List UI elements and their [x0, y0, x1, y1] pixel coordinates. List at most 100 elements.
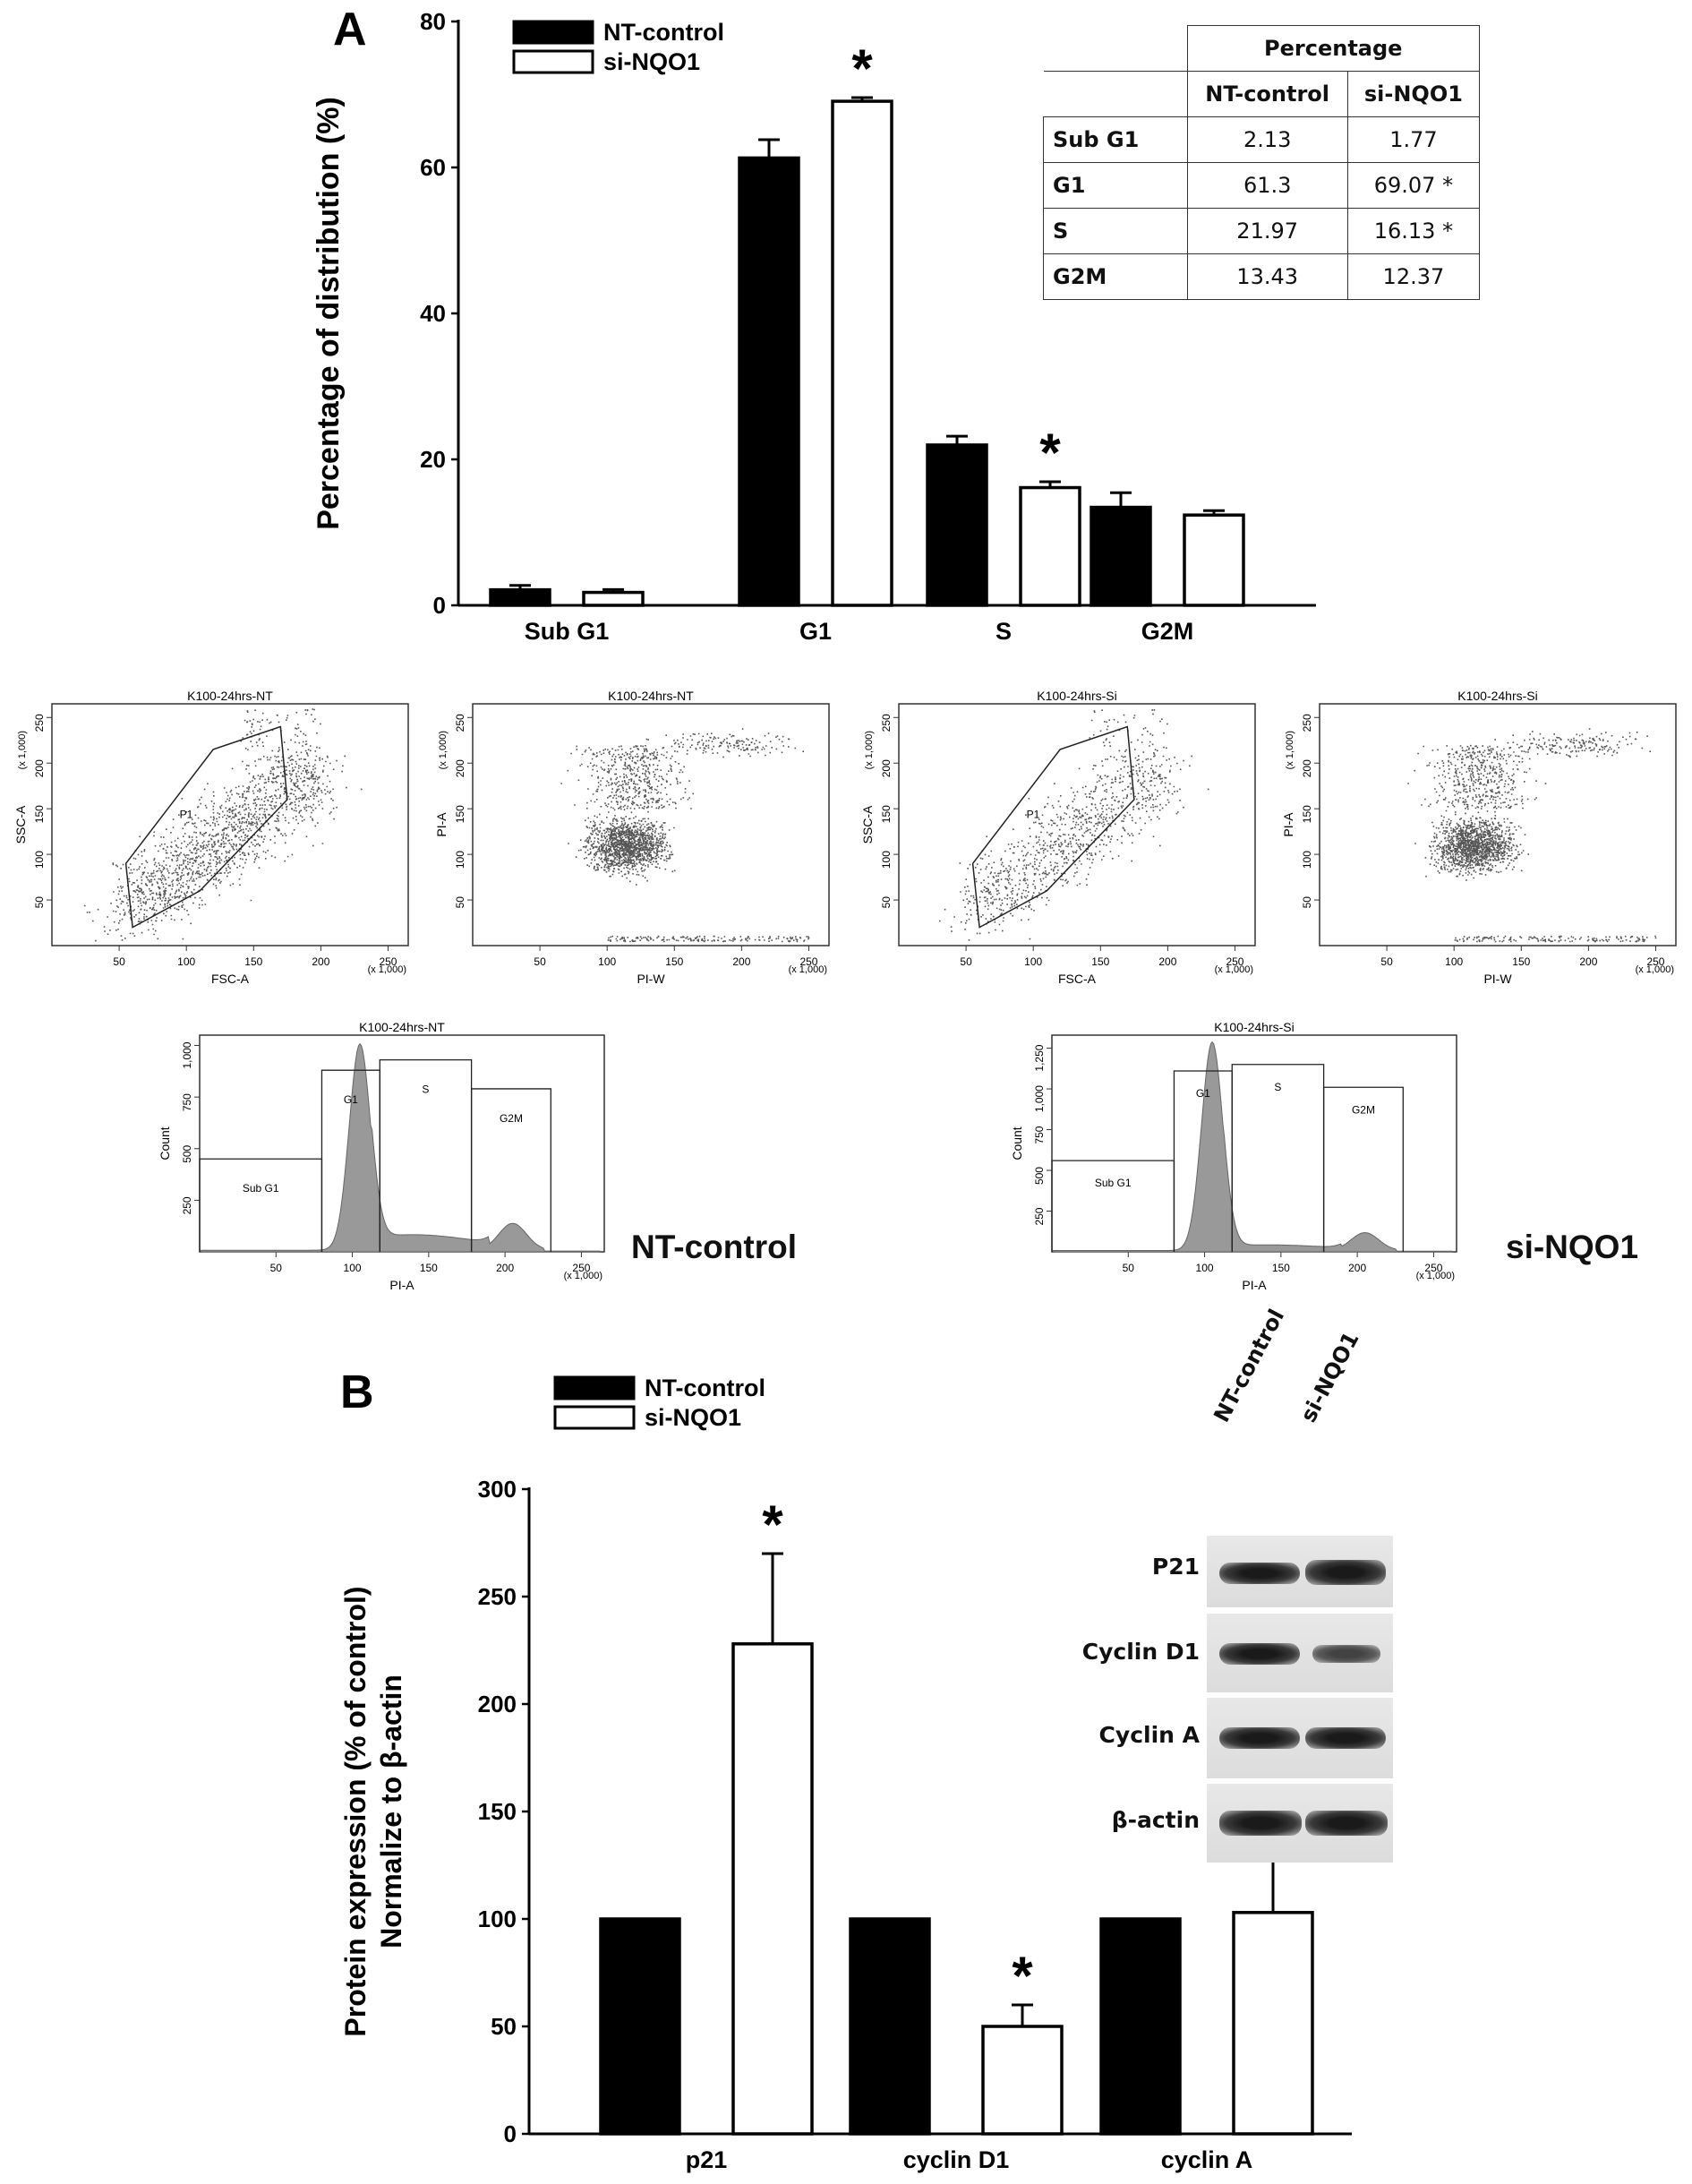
- y-axis-label: Protein expression (% of control) Normali…: [339, 1586, 407, 2036]
- y-axis-label: SSC-A: [13, 805, 28, 844]
- y-tick-label: 100: [478, 1906, 517, 1932]
- gate-region: [1322, 1086, 1404, 1252]
- x-tick-label: 100: [344, 1262, 362, 1274]
- y-tick-label: 60: [420, 154, 446, 181]
- axis-unit: (x 1,000): [368, 964, 406, 975]
- y-axis-label-text: Percentage of distribution (%): [312, 97, 346, 530]
- bar-nt-control: [599, 1917, 681, 2136]
- y-tick-label: 0: [504, 2120, 517, 2147]
- y-axis-label: Count: [1010, 1126, 1024, 1160]
- y-axis-label: SSC-A: [860, 805, 875, 844]
- y-tick-label: 200: [1301, 759, 1313, 777]
- table-cell: 13.43: [1186, 253, 1348, 300]
- gate-label: G1: [1196, 1087, 1210, 1100]
- legend-label: si-NQO1: [603, 48, 700, 75]
- x-tick-label: 50: [1123, 1262, 1135, 1274]
- table-cell: 1.77: [1346, 116, 1481, 163]
- percentage-table: Percentage NT-control si-NQO1 Sub G1 2.1…: [1043, 25, 1481, 300]
- x-axis-label: PI-W: [637, 972, 665, 986]
- y-axis-label-line1: Protein expression (% of control): [339, 1586, 372, 2036]
- x-tick-label: 200: [496, 1262, 514, 1274]
- scatter-plot: K100-24hrs-NT FSC-A (x 1,000) (x 1,000) SSC-…: [13, 689, 409, 986]
- gate-label: Sub G1: [243, 1182, 279, 1195]
- blot-band: [1305, 1727, 1386, 1749]
- table-col-nt: NT-control: [1186, 71, 1348, 117]
- y-tick-label: 750: [181, 1093, 193, 1111]
- flow-scatter-plots: K100-24hrs-NT FSC-A (x 1,000) (x 1,000) SSC-…: [13, 689, 1677, 986]
- x-tick-label: 150: [1272, 1262, 1290, 1274]
- y-tick-label: 50: [454, 896, 466, 909]
- x-tick-label: S: [996, 618, 1012, 645]
- y-tick-label: 100: [1301, 851, 1313, 869]
- histogram-fill: [201, 1042, 601, 1253]
- gate-label: P1: [1027, 808, 1040, 820]
- blot-band: [1312, 1645, 1380, 1663]
- y-tick-label: 500: [1033, 1167, 1046, 1185]
- histogram-caption-si: si-NQO1: [1506, 1229, 1639, 1265]
- x-tick-label: 100: [1196, 1262, 1214, 1274]
- gate-label: G2M: [1352, 1103, 1375, 1116]
- bar-nt-control: [1099, 1917, 1182, 2136]
- bar-si-nqo1: [582, 590, 645, 607]
- y-axis-label: Count: [158, 1126, 172, 1160]
- gate-label: Sub G1: [1095, 1177, 1132, 1189]
- x-tick-label: 250: [379, 955, 397, 968]
- x-axis-label: PI-A: [1242, 1278, 1267, 1292]
- bar-nt-control: [489, 587, 551, 607]
- gate-label: P1: [180, 808, 193, 820]
- legend-swatch: [553, 1375, 636, 1400]
- blot-band: [1219, 1727, 1300, 1749]
- blot-band: [1219, 1643, 1300, 1665]
- y-tick-label: 50: [880, 896, 893, 909]
- bar-si-nqo1: [831, 99, 893, 607]
- blot-label-beta-actin: β-actin: [1111, 1807, 1200, 1833]
- y-tick-label: 250: [1033, 1207, 1046, 1225]
- plot-title: K100-24hrs-NT: [359, 1020, 445, 1034]
- panel-a-bar-chart: A 0 20 40 60 80 Percentage of distribution (%)…: [312, 4, 1316, 645]
- y-tick-label: 250: [181, 1196, 193, 1214]
- event-dots: [1407, 728, 1657, 943]
- blot-strip-p21: [1207, 1536, 1393, 1607]
- plot-frame: [1051, 1034, 1457, 1253]
- x-tick-label: cyclin A: [1161, 2146, 1253, 2173]
- x-tick-label: 250: [1226, 955, 1243, 968]
- plot-frame: [472, 703, 830, 946]
- axis-unit: (x 1,000): [789, 964, 827, 975]
- blot-strip-cyclin-d1: [1207, 1614, 1393, 1692]
- axis-unit: (x 1,000): [564, 1271, 602, 1281]
- y-tick-label: 1,250: [1033, 1044, 1046, 1071]
- legend-swatch: [512, 49, 594, 74]
- y-tick-label: 100: [880, 851, 893, 869]
- x-tick-label: 150: [665, 955, 683, 968]
- gate-label: S: [1274, 1081, 1281, 1093]
- x-tick-label: 150: [1512, 955, 1530, 968]
- x-tick-label: 100: [177, 955, 195, 968]
- axis-unit: (x 1,000): [1636, 964, 1674, 975]
- panel-b-bar-chart: B 0 50 100 150 200 250 300 Protein expression (%…: [339, 1366, 1352, 2173]
- table-cell: 61.3: [1186, 162, 1348, 209]
- y-tick-label: 200: [478, 1691, 517, 1717]
- y-tick-label: 40: [420, 300, 446, 327]
- table-cell: 69.07 *: [1346, 162, 1481, 209]
- x-tick-label: 100: [1024, 955, 1042, 968]
- y-tick-label: 1,000: [1033, 1085, 1046, 1112]
- flow-histograms: K100-24hrs-NT PI-A (x 1,000) Count 50 100 150 2…: [158, 1020, 1457, 1292]
- x-tick-label: 200: [1158, 955, 1176, 968]
- x-tick-label: Sub G1: [525, 618, 610, 645]
- panel-label: B: [340, 1366, 374, 1418]
- blot-label-cyclin-a: Cyclin A: [1098, 1722, 1200, 1748]
- bar-si-nqo1: [981, 2025, 1064, 2136]
- plot-title: K100-24hrs-Si: [1457, 689, 1538, 703]
- significance-star: *: [762, 1495, 783, 1554]
- blot-band: [1305, 1560, 1386, 1585]
- y-tick-label: 250: [454, 714, 466, 732]
- gate-p1: [124, 725, 288, 929]
- axis-unit: (x 1,000): [17, 731, 28, 769]
- y-tick-label: 250: [1301, 714, 1313, 732]
- y-axis-label: Percentage of distribution (%): [312, 97, 346, 530]
- gate-label: G2M: [500, 1112, 523, 1125]
- y-tick-label: 50: [1301, 896, 1313, 909]
- x-tick-label: 50: [960, 955, 972, 968]
- y-tick-label: 750: [1033, 1126, 1046, 1143]
- gate-region: [470, 1088, 551, 1252]
